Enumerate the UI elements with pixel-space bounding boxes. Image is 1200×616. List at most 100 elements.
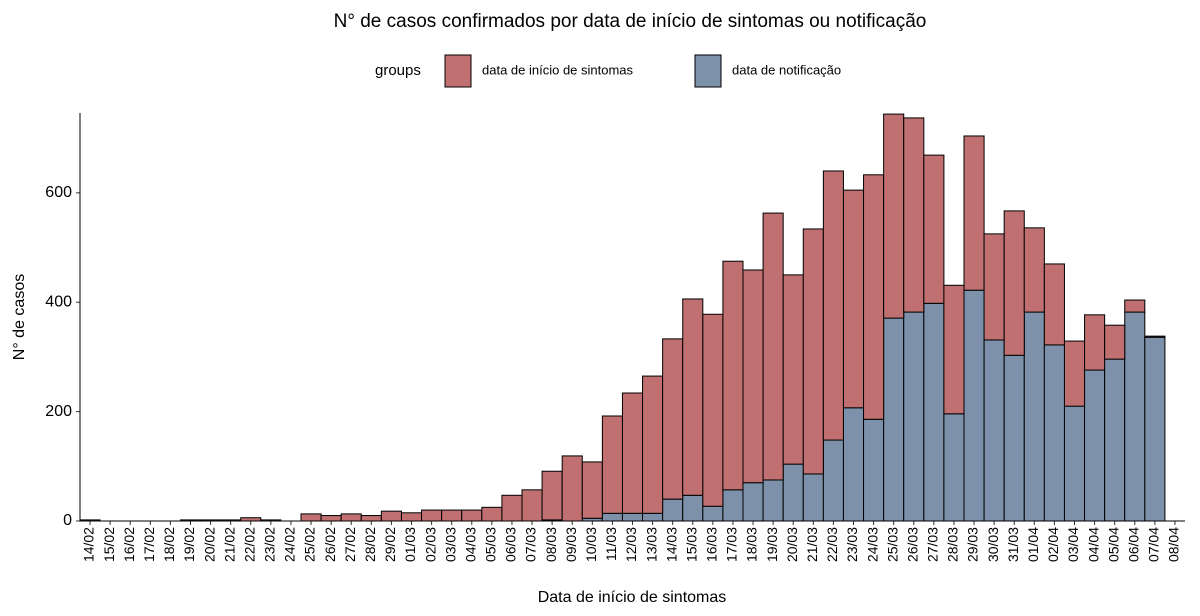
bar [340,513,362,522]
x-tick-label: 05/03 [483,527,499,562]
bar [923,302,945,522]
x-tick-label: 02/03 [422,527,438,562]
bar [762,212,784,481]
y-axis-title: N° de casos [11,274,28,360]
bar [1104,324,1126,360]
legend-label: data de início de sintomas [482,62,634,77]
y-tick-label: 200 [45,403,72,420]
bar [1063,405,1086,522]
x-tick-label: 16/03 [704,527,720,562]
x-tick-label: 31/03 [1005,527,1021,562]
bar [581,461,603,519]
bar [722,260,744,491]
x-tick-label: 15/03 [683,527,699,562]
x-tick-label: 13/03 [643,527,659,562]
legend-label: data de notificação [732,62,841,77]
x-tick-label: 18/03 [744,527,760,562]
bar [742,269,764,484]
x-tick-label: 21/03 [804,527,820,562]
x-tick-label: 01/03 [402,527,418,562]
bar [1144,336,1166,522]
x-axis-title: Data de início de sintomas [538,589,727,606]
x-tick-label: 22/03 [824,527,840,562]
bar [842,189,865,409]
bar [300,513,322,522]
y-tick-label: 400 [45,293,72,310]
bar [923,154,945,304]
bar [1104,358,1126,522]
bar [1063,340,1086,407]
bar [601,415,623,514]
bar [782,274,804,465]
bar [742,482,764,522]
bar [883,317,905,522]
bar [642,375,664,514]
x-tick-label: 19/03 [764,527,780,562]
x-tick-label: 19/02 [181,527,197,562]
bar [903,311,925,522]
x-tick-label: 10/03 [583,527,599,562]
bar [1023,311,1045,522]
x-tick-label: 27/02 [342,527,358,562]
bar [963,135,985,291]
bar [1003,210,1025,356]
bar [762,479,784,522]
bar [441,509,463,522]
bar [802,473,824,522]
bar [863,418,885,522]
bar [621,512,644,522]
x-tick-label: 23/02 [262,527,278,562]
bar [822,439,844,522]
x-tick-label: 03/03 [442,527,458,562]
x-tick-label: 03/04 [1065,527,1081,562]
bar [903,117,925,313]
bar [943,284,965,415]
bar [1084,314,1106,371]
bar [421,509,443,522]
x-tick-label: 04/03 [462,527,478,562]
bar [320,515,342,522]
x-tick-label: 15/02 [101,527,117,562]
bar [1043,263,1065,346]
x-tick-label: 22/02 [241,527,257,562]
bar [983,233,1005,341]
bar [642,512,664,522]
bar [1084,369,1106,522]
y-tick-label: 0 [63,512,72,529]
bar [983,339,1005,522]
bar [883,113,905,319]
bar [662,498,684,522]
bar [722,489,744,522]
x-tick-label: 18/02 [161,527,177,562]
x-tick-label: 05/04 [1105,527,1121,562]
x-tick-label: 06/04 [1125,527,1141,562]
bar [963,289,985,522]
x-tick-label: 08/04 [1166,527,1182,562]
x-tick-label: 29/02 [382,527,398,562]
bar [863,174,885,420]
x-tick-label: 28/02 [362,527,378,562]
x-tick-label: 09/03 [563,527,579,562]
bar [782,463,804,522]
x-tick-label: 07/04 [1146,527,1162,562]
bar [601,512,623,522]
x-tick-label: 20/03 [784,527,800,562]
bar [1003,354,1025,522]
x-tick-label: 30/03 [985,527,1001,562]
bar [682,494,704,522]
x-tick-label: 07/03 [523,527,539,562]
x-tick-label: 14/03 [663,527,679,562]
bar [1144,335,1166,338]
x-tick-label: 11/03 [603,527,619,561]
x-tick-label: 08/03 [543,527,559,562]
x-tick-label: 17/02 [141,527,157,562]
x-tick-label: 26/02 [322,527,338,562]
bar [541,470,563,521]
x-tick-label: 20/02 [201,527,217,562]
x-tick-label: 28/03 [945,527,961,562]
legend-swatch [694,54,722,88]
x-tick-label: 24/02 [282,527,298,562]
x-tick-label: 01/04 [1025,527,1041,562]
bar [702,313,724,507]
